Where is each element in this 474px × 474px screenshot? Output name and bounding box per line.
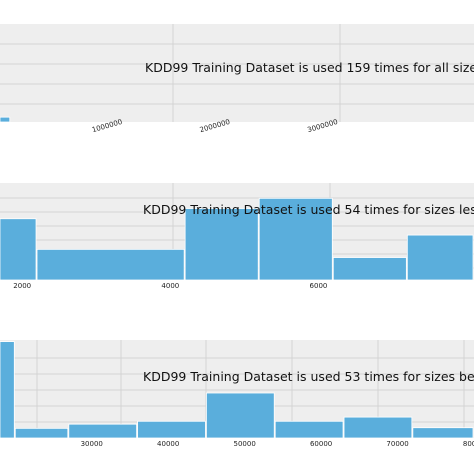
x-tick-label: 80000 — [463, 440, 474, 448]
chart-annotation: KDD99 Training Dataset is used 159 times… — [145, 60, 474, 75]
histogram-bar — [36, 248, 185, 281]
x-tick-label: 6000 — [310, 282, 328, 290]
plot-background — [0, 24, 474, 122]
histogram-bar — [14, 427, 69, 439]
x-tick-label: 40000 — [157, 440, 179, 448]
x-tick-label: 2000 — [13, 282, 31, 290]
histogram-bar — [68, 423, 138, 439]
histogram-bar — [0, 218, 37, 281]
histogram-bar — [0, 116, 11, 123]
histogram-bar — [332, 257, 407, 281]
histogram-bar — [343, 416, 413, 439]
x-tick-label: 70000 — [386, 440, 408, 448]
chart-annotation: KDD99 Training Dataset is used 54 times … — [143, 202, 474, 217]
x-tick-label: 4000 — [161, 282, 179, 290]
histogram-bar — [258, 197, 333, 281]
chart-annotation: KDD99 Training Dataset is used 53 times … — [143, 369, 474, 384]
x-tick-label: 50000 — [234, 440, 256, 448]
histogram-bar — [206, 392, 275, 439]
histogram-bar — [137, 420, 206, 439]
histogram-bar — [406, 234, 474, 281]
histogram-bar — [184, 208, 259, 281]
x-tick-label: 60000 — [310, 440, 332, 448]
histogram-bar — [0, 341, 15, 439]
histogram-bar — [412, 427, 474, 439]
x-tick-label: 30000 — [81, 440, 103, 448]
histogram-bar — [274, 420, 344, 439]
